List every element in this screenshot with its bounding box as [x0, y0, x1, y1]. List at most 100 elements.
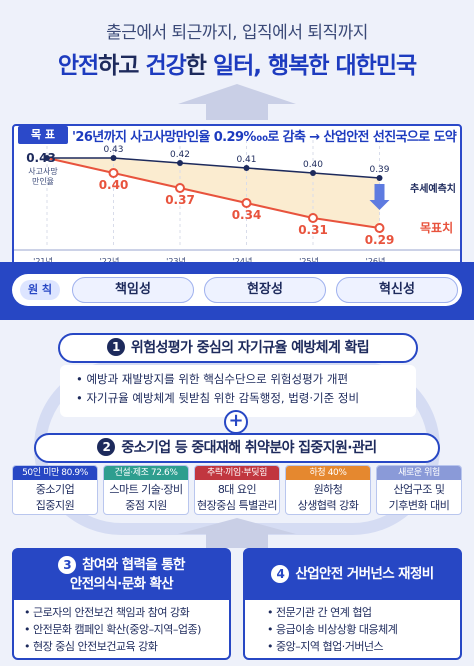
title-healthy: 건강: [145, 53, 186, 79]
section2-number: 2: [97, 438, 116, 456]
section1-body: • 예방과 재발방지를 위한 핵심수단으로 위험성평가 개편 • 자기규율 예방…: [60, 365, 416, 417]
card-line: 기후변화 대비: [388, 499, 450, 512]
section4-bullet: • 중앙–지역 협업·거버넌스: [267, 640, 384, 653]
plus-icon: +: [224, 410, 248, 434]
page-title: 안전하고 건강한 일터, 행복한 대한민국: [0, 46, 474, 80]
section3-box: 3 참여와 협력을 통한 안전의식·문화 확산 • 근로자의 안전보건 책임과 참…: [12, 548, 231, 660]
section3-title-line2: 안전의식·문화 확산: [69, 576, 174, 592]
goal-text: '26년까지 사고사망만인율 0.29‱로 감축 → 산업안전 선진국으로 도약: [72, 130, 457, 145]
trend-data-label: 0.43: [103, 145, 123, 155]
section4-number: 4: [271, 565, 290, 583]
target-data-label: 0.40: [99, 178, 129, 192]
goal-chart-box: 0.43 0.42 0.41 0.40 0.39 0.40 0.37 0.34 0.31 0.29…: [12, 124, 462, 270]
card-line: 중점 지원: [125, 499, 167, 512]
card-tag: 하청 40%: [286, 466, 370, 480]
trend-point: [177, 160, 183, 166]
title-and: 하고: [98, 53, 146, 79]
section2-card: 새로운 위험 산업구조 및 기후변화 대비: [376, 465, 462, 515]
section3-number: 3: [58, 556, 77, 574]
first-data-label: 0.43: [26, 151, 56, 165]
section3-header: 3 참여와 협력을 통한 안전의식·문화 확산: [14, 550, 229, 600]
title-han: 한: [185, 53, 213, 79]
x-tick-label: '23년: [166, 256, 186, 266]
x-tick-label: '22년: [100, 256, 120, 266]
card-line: 현장중심 특별관리: [197, 499, 277, 512]
target-point: [374, 223, 385, 233]
principle-innovation: 혁신성: [336, 277, 458, 303]
title-safe: 안전: [57, 53, 99, 79]
page-subtitle: 출근에서 퇴근까지, 입직에서 퇴직까지: [106, 23, 368, 43]
y-axis-label: 만인율: [32, 176, 54, 186]
trend-point: [44, 155, 50, 161]
section3-bullet: • 현장 중심 안전보건교육 강화: [24, 640, 158, 653]
section4-title: 산업안전 거버넌스 재정비: [295, 566, 434, 582]
trend-data-label: 0.42: [170, 150, 190, 160]
section2-card: 추락·끼임·부딪힘 62.6% 8대 요인 현장중심 특별관리: [194, 465, 280, 515]
card-tag: 건설·제조 72.6%: [104, 466, 188, 480]
y-axis-label: 사고사망: [28, 166, 58, 176]
card-line: 산업구조 및: [393, 483, 445, 496]
card-tag: 추락·끼임·부딪힘 62.6%: [195, 466, 279, 492]
trend-data-label: 0.39: [369, 165, 389, 175]
target-point: [108, 168, 119, 178]
card-line: 8대 요인: [217, 483, 257, 496]
title-rest: 일터, 행복한 대한민국: [212, 53, 417, 79]
section1-bullet: • 자기규율 예방체계 뒷받침 위한 감독행정, 법령·기준 정비: [76, 391, 360, 405]
target-data-label: 0.34: [232, 208, 262, 222]
goal-tag: 목 표: [18, 126, 68, 144]
section3-bullet: • 근로자의 안전보건 책임과 참여 강화: [24, 606, 190, 619]
trend-data-label: 0.40: [303, 160, 323, 170]
section2-title: 중소기업 등 중대재해 취약분야 집중지원·관리: [121, 440, 377, 456]
target-line: [46, 157, 380, 229]
trend-line: [47, 157, 380, 179]
section2-header: 2 중소기업 등 중대재해 취약분야 집중지원·관리: [34, 433, 440, 463]
principle-responsibility: 책임성: [72, 277, 194, 303]
x-tick-label: '26년: [366, 256, 386, 266]
target-data-label: 0.37: [165, 193, 195, 207]
section1-number: 1: [106, 338, 125, 356]
target-point: [308, 213, 318, 223]
section3-title-line1: 참여와 협력을 통한: [82, 557, 185, 573]
section2-card: 건설·제조 72.6% 스마트 기술·장비 중점 지원: [103, 465, 189, 515]
principle-field: 현장성: [204, 277, 326, 303]
target-point: [241, 198, 252, 208]
target-point: [175, 183, 185, 193]
x-tick-label: '25년: [299, 256, 319, 266]
legend-target: 목표치: [420, 220, 453, 235]
line-chart: 0.43 0.42 0.41 0.40 0.39 0.40 0.37 0.34 0.31 0.29…: [14, 140, 460, 266]
section2-card: 하청 40% 원하청 상생협력 강화: [285, 465, 371, 515]
section2-card: 50인 미만 80.9% 중소기업 집중지원: [12, 465, 98, 515]
section4-header: 4 산업안전 거버넌스 재정비: [245, 550, 460, 600]
card-line: 상생협력 강화: [297, 499, 359, 512]
reduction-arrow: [374, 184, 385, 200]
principle-tag: 원 칙: [20, 280, 60, 300]
card-line: 집중지원: [35, 499, 75, 512]
section4-body: • 전문기관 간 연계 협업 • 응급이송 비상상황 대응체계 • 중앙–지역 …: [267, 604, 398, 655]
section3-body: • 근로자의 안전보건 책임과 참여 강화 • 안전문화 캠페인 확산(중앙–지…: [24, 604, 201, 655]
card-tag: 50인 미만 80.9%: [13, 466, 97, 480]
card-line: 원하청: [313, 483, 343, 496]
card-line: 중소기업: [35, 483, 75, 496]
section1-title: 위험성평가 중심의 자기규율 예방체계 확립: [130, 340, 370, 356]
section1-header: 1 위험성평가 중심의 자기규율 예방체계 확립: [58, 333, 418, 363]
reduction-arrow-head: [369, 200, 390, 210]
target-data-label: 0.31: [298, 223, 328, 237]
card-tag: 새로운 위험: [377, 466, 461, 480]
section4-bullet: • 응급이송 비상상황 대응체계: [267, 623, 398, 636]
section3-bullet: • 안전문화 캠페인 확산(중앙–지역–업종): [24, 623, 201, 636]
trend-point: [376, 175, 383, 181]
section4-bullet: • 전문기관 간 연계 협업: [267, 606, 372, 619]
up-arrow-icon: [178, 84, 296, 120]
x-tick-label: '21년: [33, 256, 53, 266]
section1-bullet: • 예방과 재발방지를 위한 핵심수단으로 위험성평가 개편: [76, 372, 349, 386]
trend-point: [310, 170, 316, 176]
target-data-label: 0.29: [365, 233, 395, 247]
up-arrow-icon: [178, 518, 296, 548]
trend-data-label: 0.41: [236, 155, 256, 165]
section4-box: 4 산업안전 거버넌스 재정비 • 전문기관 간 연계 협업 • 응급이송 비상상…: [243, 548, 462, 660]
trend-point: [110, 155, 117, 161]
trend-point: [243, 165, 250, 171]
gap-area: [47, 158, 380, 228]
legend-trend: 추세예측치: [410, 182, 456, 195]
x-tick-label: '24년: [233, 256, 253, 266]
